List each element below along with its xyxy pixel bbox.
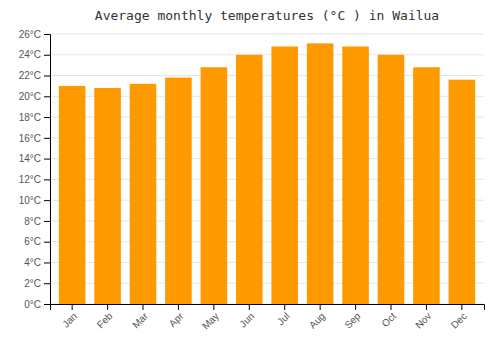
y-tick-mark: [44, 262, 50, 263]
y-tick: 14°C: [19, 153, 50, 164]
x-tick: Mar: [130, 304, 150, 330]
y-tick-mark: [44, 55, 50, 56]
y-tick-mark: [44, 159, 50, 160]
y-tick: 6°C: [24, 236, 50, 247]
y-tick: 12°C: [19, 174, 50, 185]
y-tick-label: 18°C: [19, 112, 41, 123]
y-tick: 8°C: [24, 216, 50, 227]
y-tick-mark: [44, 179, 50, 180]
axis-domain: [51, 305, 485, 311]
y-tick: 22°C: [19, 70, 50, 81]
x-tick-label: Feb: [95, 310, 115, 330]
chart-title: Average monthly temperatures (°C ) in Wa…: [95, 8, 439, 23]
y-tick: 24°C: [19, 49, 50, 60]
x-tick-mark: [213, 304, 214, 310]
x-tick-mark: [249, 304, 250, 310]
bar: [378, 55, 405, 304]
y-tick-mark: [44, 76, 50, 77]
x-tick: May: [200, 304, 221, 332]
y-tick: 0°C: [24, 299, 50, 310]
x-tick-label: Jul: [275, 310, 292, 327]
bar: [413, 67, 440, 304]
x-tick: Feb: [95, 304, 115, 330]
y-tick-label: 10°C: [19, 195, 41, 206]
bar: [59, 86, 86, 304]
x-tick-label: Jan: [60, 310, 79, 329]
y-tick: 20°C: [19, 91, 50, 102]
y-tick: 10°C: [19, 195, 50, 206]
y-tick-label: 24°C: [19, 49, 41, 60]
bar: [342, 46, 369, 304]
y-tick-label: 22°C: [19, 70, 41, 81]
y-tick-label: 0°C: [24, 299, 41, 310]
x-tick: Jun: [237, 304, 256, 330]
x-tick-mark: [178, 304, 179, 310]
x-tick-label: Oct: [379, 310, 398, 329]
x-tick-label: Apr: [167, 310, 186, 329]
bar: [449, 80, 476, 304]
x-tick: Dec: [449, 304, 469, 331]
bar: [130, 84, 157, 304]
y-tick-mark: [44, 96, 50, 97]
x-tick: Sep: [342, 304, 363, 331]
bar: [165, 78, 192, 304]
x-tick-label: Jun: [237, 310, 256, 329]
bar: [307, 43, 334, 304]
x-tick: Apr: [167, 304, 186, 329]
grid-line: [50, 34, 484, 35]
x-tick-label: May: [200, 310, 221, 331]
x-tick: Aug: [307, 304, 327, 331]
bar: [271, 46, 298, 304]
x-tick-label: Sep: [342, 310, 363, 331]
x-tick-mark: [72, 304, 73, 310]
grid-line: [50, 54, 484, 55]
axis-domain: [44, 35, 51, 305]
x-tick-mark: [426, 304, 427, 310]
x-tick-label: Nov: [413, 310, 433, 330]
x-tick-mark: [461, 304, 462, 310]
x-tick-mark: [320, 304, 321, 310]
y-tick-label: 26°C: [19, 29, 41, 40]
x-tick-mark: [143, 304, 144, 310]
y-tick-label: 8°C: [24, 216, 41, 227]
y-tick-mark: [44, 117, 50, 118]
x-tick-mark: [355, 304, 356, 310]
x-tick: Nov: [413, 304, 433, 331]
y-tick-label: 20°C: [19, 91, 41, 102]
y-tick: 26°C: [19, 29, 50, 40]
y-tick-label: 12°C: [19, 174, 41, 185]
x-tick-label: Mar: [130, 310, 150, 330]
y-tick-mark: [44, 221, 50, 222]
x-tick-mark: [391, 304, 392, 310]
y-tick-label: 14°C: [19, 153, 41, 164]
y-tick-mark: [44, 34, 50, 35]
y-tick-mark: [44, 283, 50, 284]
y-tick-label: 2°C: [24, 278, 41, 289]
x-tick: Jul: [275, 304, 292, 327]
x-tick-label: Dec: [449, 310, 469, 330]
bar: [236, 55, 263, 304]
y-tick-label: 16°C: [19, 133, 41, 144]
y-tick-mark: [44, 242, 50, 243]
y-tick: 2°C: [24, 278, 50, 289]
y-tick: 16°C: [19, 133, 50, 144]
y-tick-label: 4°C: [24, 257, 41, 268]
bar: [94, 88, 121, 304]
y-tick-mark: [44, 200, 50, 201]
x-tick: Oct: [379, 304, 398, 329]
y-tick: 4°C: [24, 257, 50, 268]
x-tick: Jan: [60, 304, 79, 330]
y-tick-mark: [44, 304, 50, 305]
y-tick: 18°C: [19, 112, 50, 123]
chart: 0°C 2°C 4°C 6°C 8°C 10°C 12°C 14°C 16°C 18°C 20°C 2…: [0, 0, 500, 350]
x-tick-label: Aug: [307, 310, 327, 330]
y-tick-mark: [44, 138, 50, 139]
x-tick-mark: [107, 304, 108, 310]
x-tick-mark: [284, 304, 285, 310]
bar: [201, 67, 228, 304]
y-tick-label: 6°C: [24, 236, 41, 247]
